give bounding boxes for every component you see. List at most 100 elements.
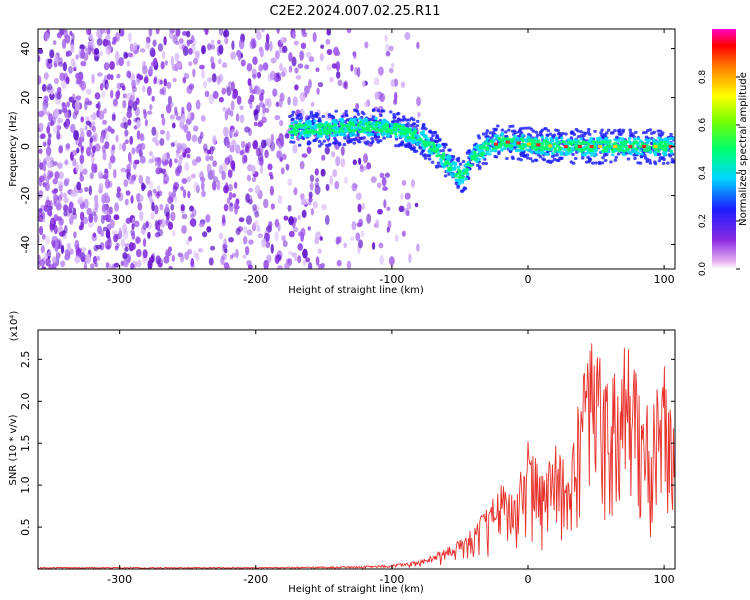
noise-speck [307,262,313,269]
noise-speck [254,220,259,227]
noise-speck [291,56,297,67]
ridge-cell [295,124,300,129]
ridge-cell [653,162,658,166]
ridge-cell [640,141,645,146]
noise-speck [93,194,99,203]
noise-speck [127,119,132,126]
noise-speck [221,87,227,95]
noise-speck [377,208,383,215]
noise-speck [369,113,373,120]
noise-speck [299,50,305,60]
noise-speck [178,38,184,45]
noise-speck [201,45,206,55]
snr-y-axis: 0.5 1.0 1.5 2.0 2.5 [19,351,675,536]
noise-speck [283,215,289,221]
ridge-cell [524,139,529,143]
ridge-cell [527,138,532,142]
noise-speck [132,100,138,111]
noise-speck [131,90,136,101]
noise-speck [292,31,296,40]
noise-speck [56,32,63,39]
noise-speck [176,142,183,151]
noise-speck [265,137,272,147]
noise-speck [38,54,41,63]
noise-speck [152,57,158,67]
noise-speck [86,100,93,106]
ridge-cell [669,132,673,137]
noise-speck [137,143,144,149]
noise-speck [135,248,142,258]
ridge-cell [469,163,473,168]
noise-speck [246,63,253,72]
noise-speck [251,68,257,78]
noise-speck [131,147,136,155]
noise-speck [61,108,68,114]
noise-speck [142,238,147,248]
noise-speck [377,182,382,189]
noise-speck [149,47,156,57]
spectrogram-frame [37,28,676,270]
noise-speck [301,153,308,158]
noise-speck [191,134,198,143]
ridge-cell [481,161,486,166]
noise-speck [75,162,79,173]
noise-speck [269,141,276,152]
noise-speck [60,260,66,268]
ridge-cell [389,131,394,135]
noise-speck [310,101,315,107]
noise-speck [53,224,58,235]
noise-speck [288,215,294,226]
ridge-cell [379,139,383,143]
noise-speck [235,249,239,259]
noise-speck [109,219,115,229]
noise-speck [124,198,129,206]
noise-speck [206,226,212,233]
ridge-cell [402,131,407,135]
noise-speck [185,147,191,154]
ridge-cell [293,127,297,131]
noise-speck [54,242,59,253]
noise-speck [92,112,97,121]
noise-speck [113,169,117,179]
ridge-cell [518,127,523,131]
ridge-cell [567,148,571,153]
noise-speck [175,40,180,46]
ridge-cell [334,120,339,124]
noise-speck [258,101,265,108]
ridge-cell [485,137,490,141]
noise-speck [57,162,63,169]
noise-speck [150,211,155,221]
ridge-cell [305,131,310,135]
ridge-cell [420,150,425,154]
noise-speck [170,203,175,211]
noise-speck [393,78,399,87]
ridge-cell [476,148,481,152]
ridge-cell [465,162,470,166]
ridge-cell [552,133,557,137]
noise-speck [182,76,187,84]
noise-speck [159,88,165,95]
noise-speck [161,50,166,59]
noise-speck [73,231,77,239]
noise-speck [326,48,333,56]
noise-speck [156,185,161,191]
noise-speck [131,79,136,89]
ridge-cell [320,142,324,146]
noise-speck [85,120,91,126]
x-tick-label: -300 [107,573,132,586]
noise-speck [77,199,83,205]
ridge-cell [378,128,382,132]
noise-speck [240,59,246,67]
ridge-cell [370,132,375,137]
noise-speck [263,198,269,209]
noise-speck [319,236,323,241]
noise-speck [131,86,137,93]
noise-speck [332,169,338,178]
ridge-cell [595,137,600,141]
ridge-cell [344,112,349,117]
ridge-cell [529,150,534,154]
noise-speck [217,58,222,65]
noise-speck [188,48,193,55]
noise-speck [305,257,311,263]
noise-speck [108,161,112,170]
